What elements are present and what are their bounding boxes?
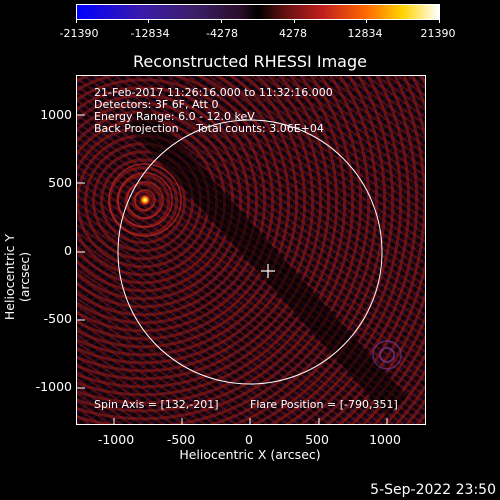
colorbar-tick-mark (439, 19, 440, 23)
x-tick-label: 0 (245, 432, 253, 447)
colorbar-tick-label: -12834 (130, 27, 170, 40)
y-tick-label: 1000 (40, 107, 72, 122)
colorbar-tick-label: 4278 (279, 27, 307, 40)
rhessi-image-plot (76, 75, 426, 425)
info-time-range: 21-Feb-2017 11:26:16.000 to 11:32:16.000 (94, 86, 333, 99)
colorbar-tick-label: -21390 (59, 27, 99, 40)
solar-limb-circle (117, 119, 383, 385)
flare-source (138, 193, 152, 207)
colorbar-tick-label: 12834 (347, 27, 383, 40)
x-tick-label: 500 (305, 432, 329, 447)
colorbar-tick-label: -4278 (206, 27, 238, 40)
colorbar-tick-mark (148, 19, 149, 23)
info-flare-position: Flare Position = [-790,351] (250, 398, 398, 411)
footer-timestamp: 5-Sep-2022 23:50 (370, 482, 496, 498)
y-axis-label: Heliocentric Y (arcsec) (2, 233, 32, 321)
x-tick-label: -500 (166, 432, 196, 447)
info-method-counts: Back Projection Total counts: 3.06E+04 (94, 122, 324, 135)
axis-ticks (77, 114, 388, 424)
y-tick-label: -1000 (35, 379, 72, 394)
info-energy-range: Energy Range: 6.0 - 12.0 keV (94, 110, 255, 123)
colorbar-tick-mark (76, 19, 77, 23)
x-tick-label: -1000 (97, 432, 135, 447)
plot-overlay (77, 106, 408, 424)
image-title: Reconstructed RHESSI Image (133, 52, 367, 71)
y-tick-label: 0 (64, 243, 72, 258)
y-tick-label: -500 (43, 311, 72, 326)
colorbar-tick-label: 21390 (420, 27, 456, 40)
colorbar-tick-mark (221, 19, 222, 23)
x-tick-label: 1000 (369, 432, 401, 447)
source-rings (108, 163, 402, 370)
info-spin-axis: Spin Axis = [132,-201] (94, 398, 219, 411)
colorbar-tick-mark (366, 19, 367, 23)
y-tick-label: 500 (48, 175, 72, 190)
info-detectors: Detectors: 3F 6F, Att 0 (94, 98, 219, 111)
spin-axis-marker (261, 264, 275, 278)
x-axis-label: Heliocentric X (arcsec) (179, 447, 321, 462)
colorbar-tick-mark (294, 19, 295, 23)
dark-streak (126, 106, 408, 416)
colorbar (76, 4, 440, 20)
